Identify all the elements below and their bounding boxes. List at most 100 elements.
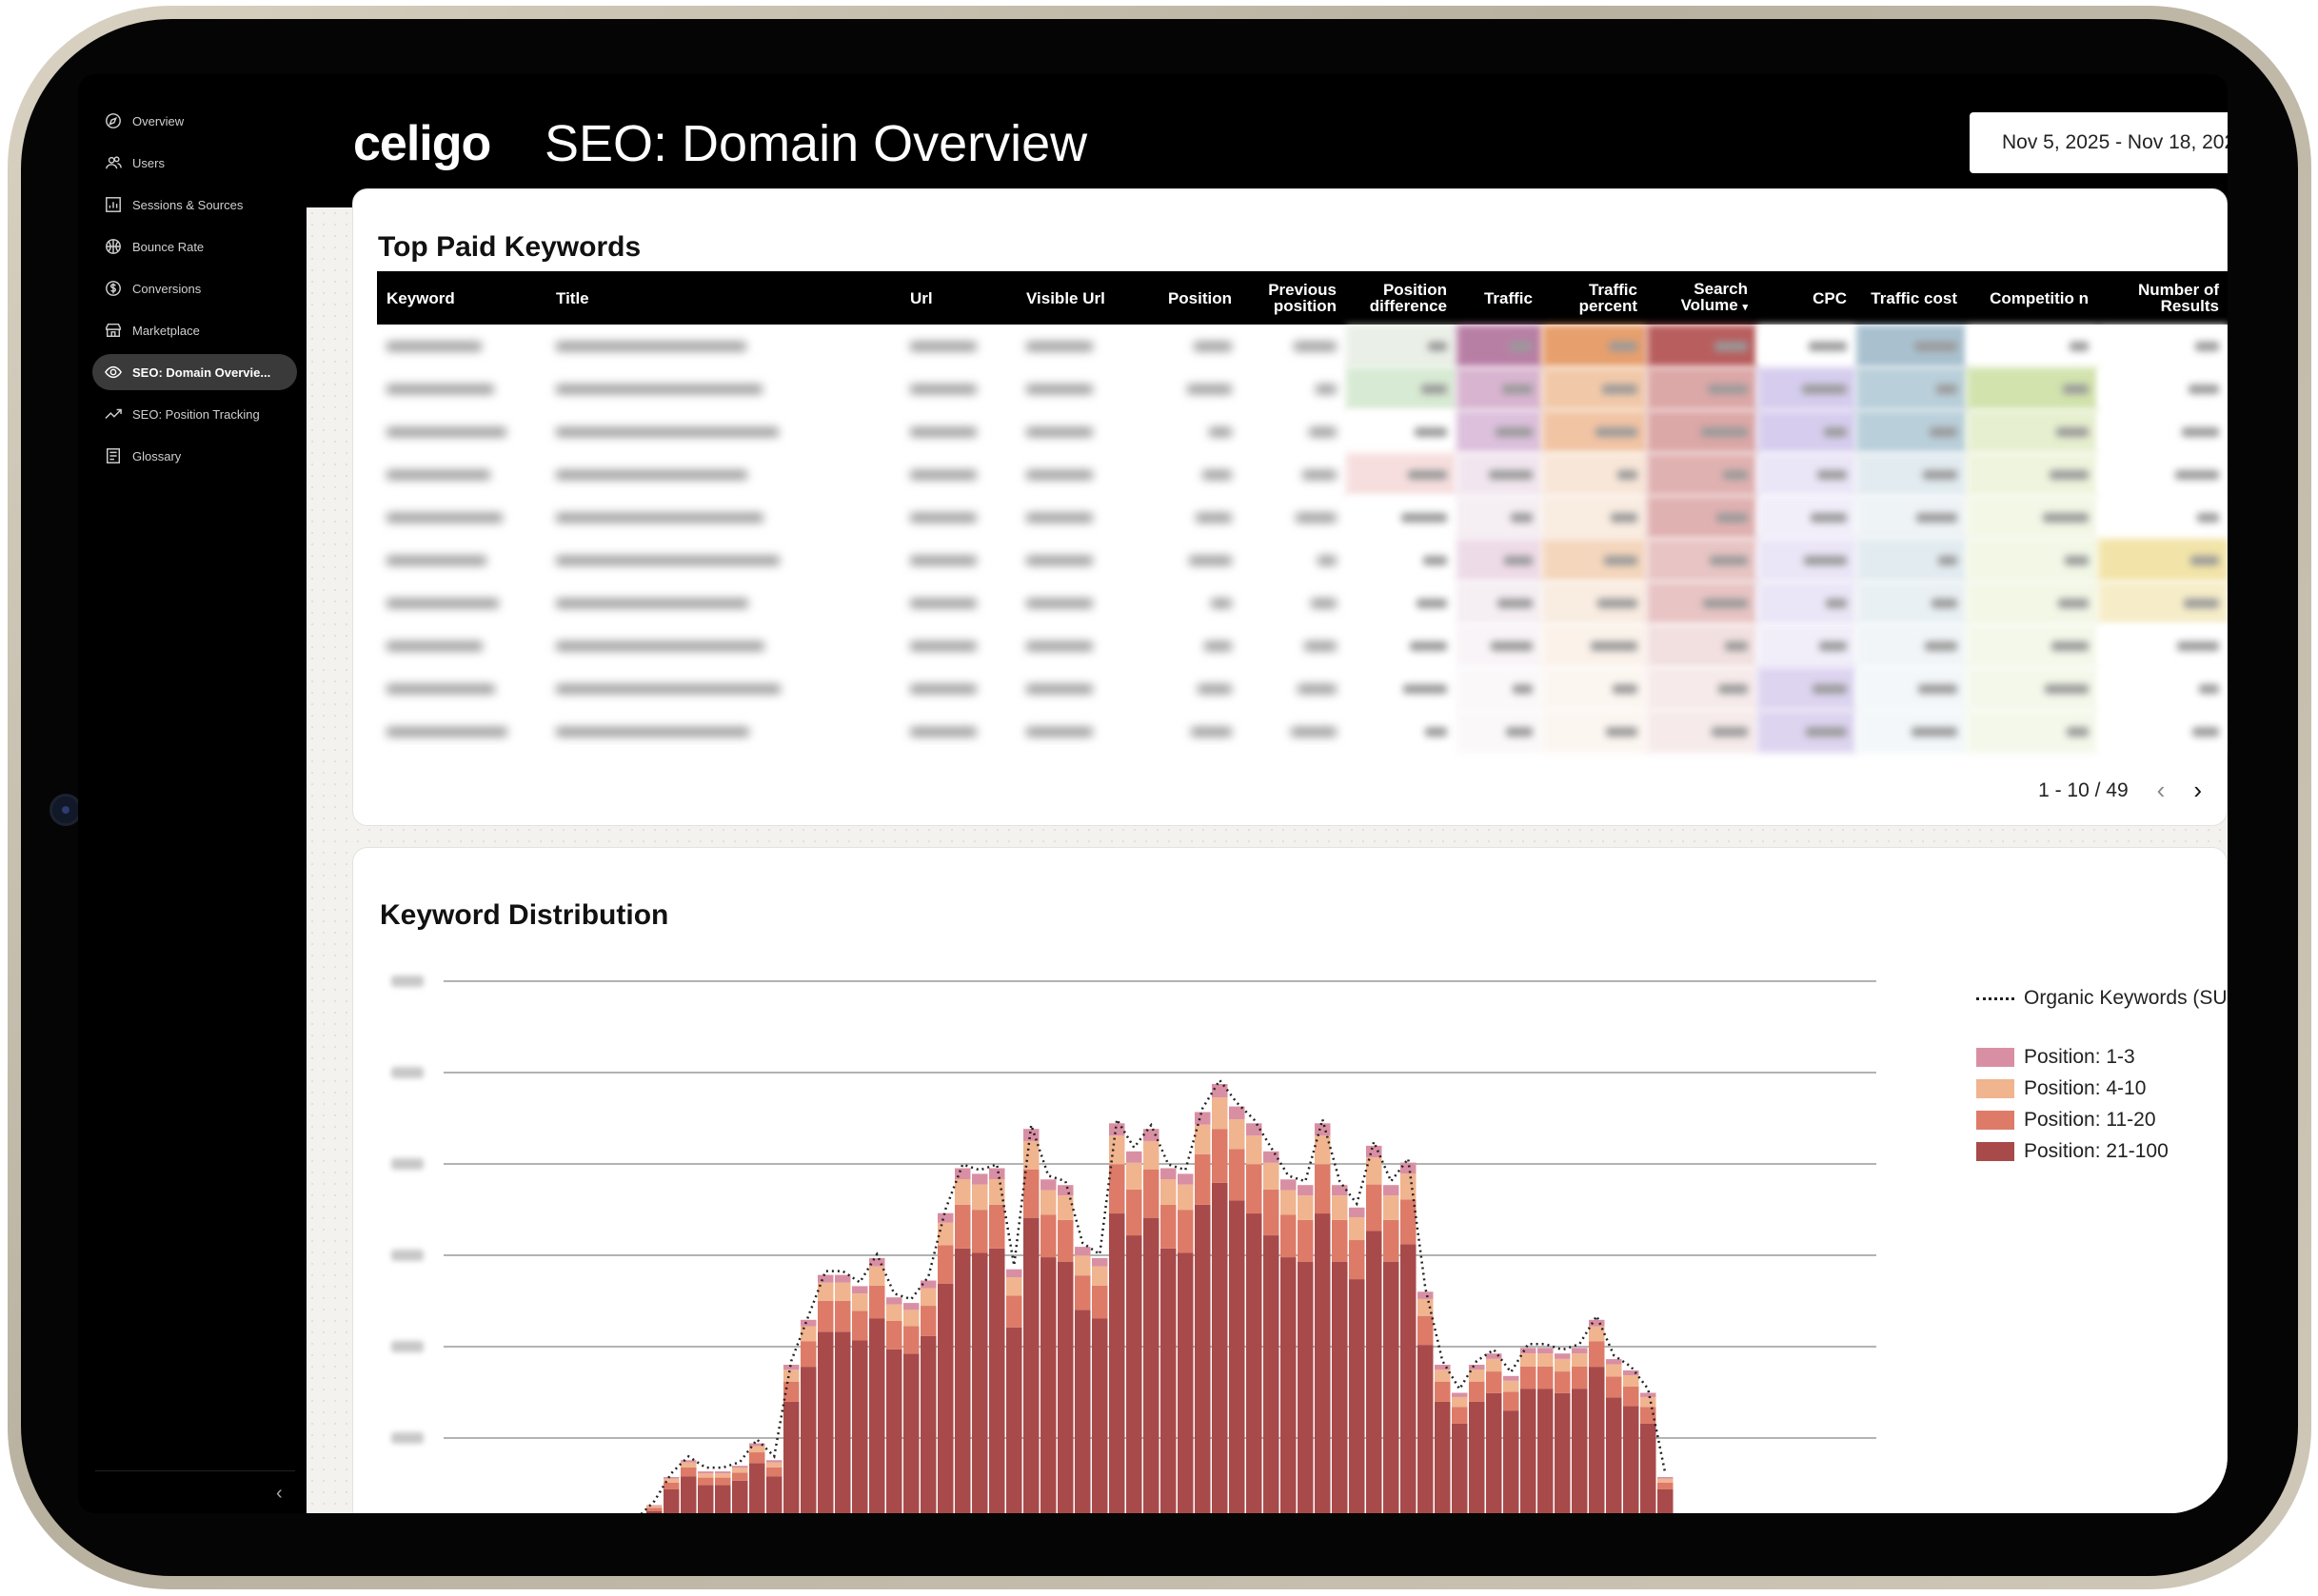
bar-segment[interactable]	[938, 1222, 954, 1246]
bar-segment[interactable]	[1229, 1200, 1245, 1513]
bar-segment[interactable]	[886, 1297, 902, 1305]
bar-segment[interactable]	[1092, 1318, 1108, 1513]
bar-segment[interactable]	[732, 1466, 748, 1468]
bar-segment[interactable]	[1109, 1123, 1125, 1136]
bar-segment[interactable]	[1537, 1389, 1554, 1513]
bar-segment[interactable]	[1160, 1204, 1177, 1249]
bar-segment[interactable]	[1589, 1326, 1605, 1342]
bar-segment[interactable]	[1126, 1162, 1142, 1190]
bar-segment[interactable]	[1572, 1389, 1588, 1513]
column-header[interactable]: Visible Url	[1026, 288, 1105, 307]
bar-segment[interactable]	[646, 1510, 663, 1513]
bar-segment[interactable]	[1349, 1279, 1365, 1513]
bar-segment[interactable]	[1383, 1219, 1399, 1262]
bar-segment[interactable]	[1537, 1353, 1554, 1367]
bar-segment[interactable]	[1366, 1184, 1382, 1231]
bar-segment[interactable]	[1212, 1084, 1228, 1098]
bar-segment[interactable]	[698, 1471, 714, 1474]
bar-segment[interactable]	[1195, 1153, 1211, 1205]
bar-segment[interactable]	[1417, 1291, 1434, 1299]
bar-segment[interactable]	[1572, 1348, 1588, 1354]
bar-segment[interactable]	[749, 1446, 765, 1453]
bar-segment[interactable]	[852, 1310, 868, 1341]
bar-segment[interactable]	[972, 1184, 988, 1211]
bar-segment[interactable]	[1058, 1185, 1074, 1196]
column-header[interactable]: Position	[1167, 288, 1232, 307]
bar-segment[interactable]	[1178, 1210, 1194, 1253]
bar-segment[interactable]	[681, 1476, 697, 1513]
bar-segment[interactable]	[1280, 1179, 1297, 1191]
bar-segment[interactable]	[1640, 1423, 1656, 1513]
bar-segment[interactable]	[698, 1485, 714, 1513]
bar-segment[interactable]	[1298, 1219, 1314, 1262]
bar-segment[interactable]	[1606, 1397, 1622, 1513]
bar-segment[interactable]	[1212, 1129, 1228, 1183]
column-header[interactable]: Traffic cost	[1871, 288, 1957, 307]
bar-segment[interactable]	[869, 1285, 885, 1319]
bar-segment[interactable]	[1058, 1219, 1074, 1262]
bar-segment[interactable]	[835, 1331, 851, 1513]
bar-segment[interactable]	[801, 1367, 817, 1513]
legend-item-p4-10[interactable]: Position: 4-10	[1976, 1073, 2228, 1104]
bar-segment[interactable]	[869, 1318, 885, 1513]
bar-segment[interactable]	[818, 1331, 834, 1513]
bar-segment[interactable]	[1126, 1151, 1142, 1163]
bar-segment[interactable]	[818, 1300, 834, 1332]
bar-segment[interactable]	[1246, 1123, 1262, 1136]
bar-segment[interactable]	[955, 1179, 971, 1205]
bar-segment[interactable]	[1435, 1369, 1451, 1382]
bar-segment[interactable]	[1006, 1269, 1022, 1278]
bar-segment[interactable]	[1178, 1252, 1194, 1513]
bar-segment[interactable]	[766, 1460, 783, 1463]
bar-segment[interactable]	[646, 1507, 663, 1511]
table-row[interactable]	[377, 667, 2228, 710]
bar-segment[interactable]	[1606, 1364, 1622, 1377]
bar-segment[interactable]	[989, 1168, 1005, 1180]
bar-segment[interactable]	[1298, 1185, 1314, 1196]
bar-segment[interactable]	[715, 1477, 731, 1486]
bar-segment[interactable]	[1195, 1124, 1211, 1154]
bar-segment[interactable]	[681, 1460, 697, 1463]
bar-segment[interactable]	[1143, 1169, 1159, 1218]
sidebar-item-seo-position-tracking[interactable]: SEO: Position Tracking	[92, 396, 297, 432]
bar-segment[interactable]	[1640, 1396, 1656, 1408]
bar-segment[interactable]	[1452, 1396, 1468, 1408]
bar-segment[interactable]	[664, 1478, 680, 1483]
bar-segment[interactable]	[1332, 1219, 1348, 1262]
bar-segment[interactable]	[1657, 1477, 1674, 1479]
bar-segment[interactable]	[732, 1472, 748, 1481]
bar-segment[interactable]	[1040, 1190, 1057, 1215]
bar-segment[interactable]	[1452, 1392, 1468, 1397]
sidebar-item-bounce-rate[interactable]: Bounce Rate	[92, 228, 297, 265]
bar-segment[interactable]	[1486, 1353, 1502, 1359]
bar-segment[interactable]	[646, 1505, 663, 1507]
collapse-sidebar-button[interactable]: ‹	[276, 1483, 283, 1504]
bar-segment[interactable]	[938, 1212, 954, 1223]
bar-segment[interactable]	[1589, 1341, 1605, 1368]
column-header[interactable]: Number of Results	[2138, 281, 2219, 315]
bar-segment[interactable]	[1349, 1217, 1365, 1241]
bar-segment[interactable]	[1229, 1106, 1245, 1120]
bar-segment[interactable]	[1109, 1213, 1125, 1513]
column-header[interactable]: Traffic	[1483, 288, 1533, 307]
bar-segment[interactable]	[955, 1168, 971, 1180]
table-row[interactable]	[377, 581, 2228, 624]
bar-segment[interactable]	[1246, 1213, 1262, 1513]
column-header[interactable]: Competitio n	[1990, 288, 2089, 307]
bar-segment[interactable]	[1126, 1189, 1142, 1236]
bar-segment[interactable]	[1075, 1247, 1091, 1256]
legend-item-p1-3[interactable]: Position: 1-3	[1976, 1041, 2228, 1073]
bar-segment[interactable]	[852, 1286, 868, 1294]
table-row[interactable]	[377, 325, 2228, 367]
bar-segment[interactable]	[766, 1476, 783, 1513]
bar-segment[interactable]	[1623, 1369, 1639, 1376]
bar-segment[interactable]	[1075, 1255, 1091, 1276]
bar-segment[interactable]	[801, 1326, 817, 1342]
bar-segment[interactable]	[1246, 1164, 1262, 1214]
bar-segment[interactable]	[1435, 1401, 1451, 1513]
bar-segment[interactable]	[1263, 1235, 1279, 1513]
bar-segment[interactable]	[1143, 1129, 1159, 1141]
bar-segment[interactable]	[1160, 1179, 1177, 1205]
bar-segment[interactable]	[903, 1353, 920, 1513]
bar-segment[interactable]	[1006, 1295, 1022, 1328]
